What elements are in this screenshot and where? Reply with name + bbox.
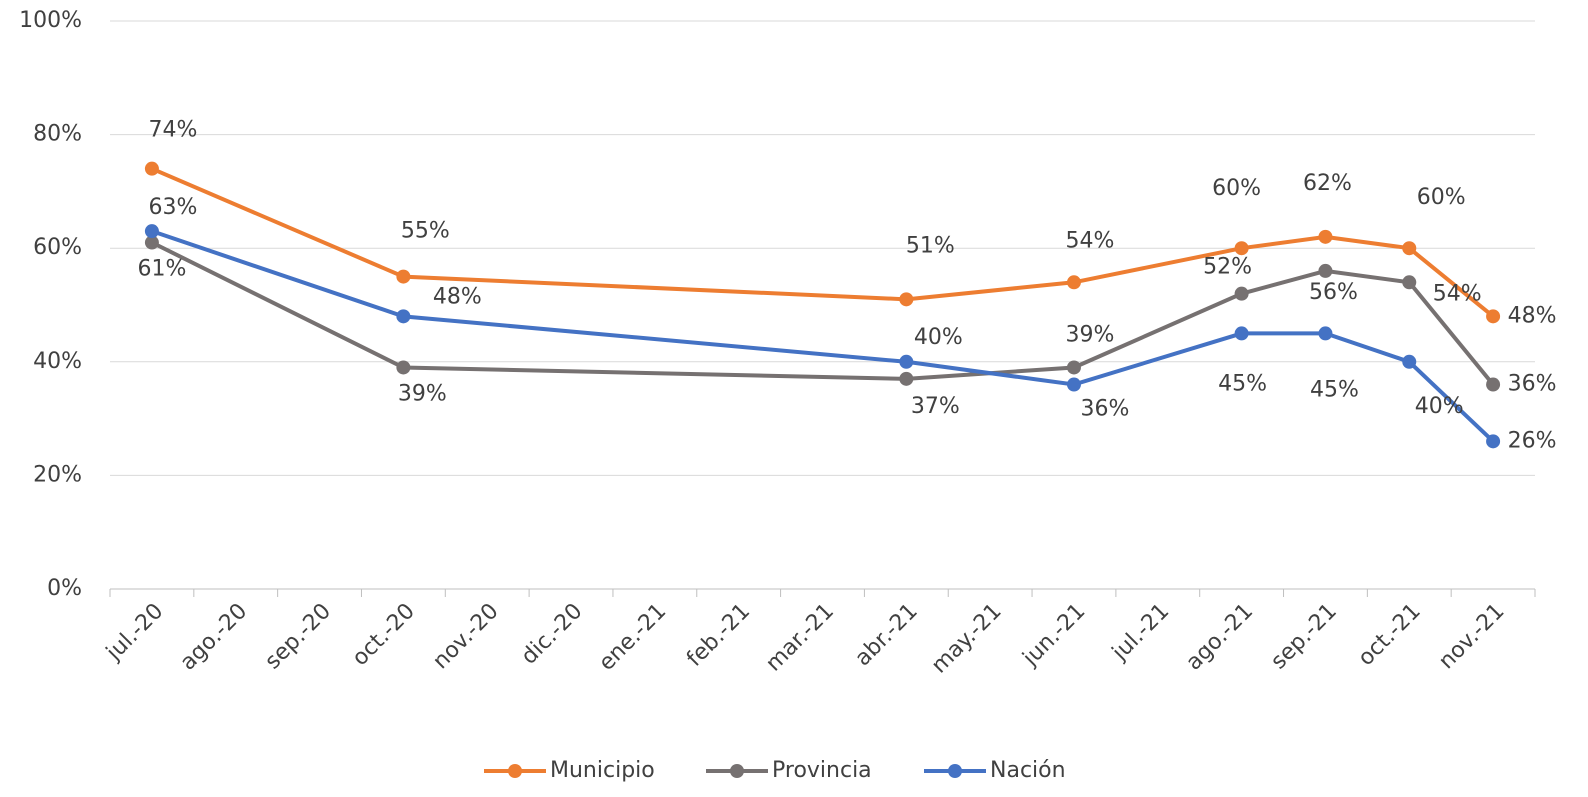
legend-label: Provincia — [772, 758, 872, 783]
y-tick-label: 100% — [19, 8, 82, 33]
data-point — [899, 371, 914, 386]
data-label: 26% — [1508, 428, 1557, 453]
data-label: 48% — [433, 284, 482, 309]
data-label: 36% — [1081, 397, 1130, 422]
data-label: 45% — [1218, 371, 1267, 396]
data-label: 48% — [1508, 303, 1557, 328]
data-label: 74% — [148, 118, 197, 143]
data-point — [1234, 326, 1249, 341]
data-point — [1066, 275, 1081, 290]
x-tick-label: jul.-21 — [1107, 599, 1174, 666]
y-tick-label: 80% — [33, 122, 82, 147]
x-tick-label: ene.-21 — [594, 599, 671, 676]
y-tick-label: 60% — [33, 235, 82, 260]
data-label: 40% — [1415, 394, 1464, 419]
x-tick-label: dic.-20 — [517, 599, 588, 670]
data-label: 52% — [1203, 255, 1252, 280]
legend-marker — [730, 764, 744, 778]
data-point — [1486, 377, 1501, 392]
x-tick-label: oct.-20 — [348, 599, 420, 671]
legend-label: Municipio — [550, 758, 655, 783]
x-tick-label: jun.-21 — [1018, 599, 1091, 672]
x-tick-label: feb.-21 — [682, 599, 755, 672]
data-label: 63% — [148, 195, 197, 220]
data-point — [1402, 241, 1417, 256]
data-point — [1234, 241, 1249, 256]
legend-marker — [508, 764, 522, 778]
data-point — [396, 360, 411, 375]
data-point — [1402, 275, 1417, 290]
legend-marker — [948, 764, 962, 778]
data-point — [144, 161, 159, 176]
data-point — [899, 354, 914, 369]
data-label: 61% — [137, 257, 186, 282]
legend-label: Nación — [990, 758, 1066, 783]
data-point — [144, 224, 159, 239]
data-point — [1402, 354, 1417, 369]
series-line — [151, 229, 1495, 443]
data-label: 37% — [911, 394, 960, 419]
data-label: 55% — [401, 219, 450, 244]
x-tick-label: mar.-21 — [761, 599, 839, 677]
data-point — [1066, 377, 1081, 392]
data-point — [1066, 360, 1081, 375]
x-tick-label: sep.-21 — [1266, 599, 1342, 675]
data-point — [1318, 326, 1333, 341]
data-point — [899, 292, 914, 307]
x-tick-label: ago.-20 — [176, 599, 253, 676]
x-tick-label: nov.-20 — [428, 599, 503, 674]
x-tick-label: abr.-21 — [850, 599, 922, 671]
data-label: 54% — [1066, 228, 1115, 253]
data-point — [1486, 434, 1501, 449]
data-label: 62% — [1303, 171, 1352, 196]
series-line — [151, 166, 1495, 318]
data-label: 51% — [906, 233, 955, 258]
y-tick-label: 0% — [47, 576, 82, 601]
data-label: 54% — [1433, 281, 1482, 306]
data-point — [396, 309, 411, 324]
x-tick-label: may.-21 — [927, 599, 1007, 679]
data-point — [144, 235, 159, 250]
data-label: 60% — [1212, 176, 1261, 201]
x-tick-label: nov.-21 — [1434, 599, 1509, 674]
data-label: 56% — [1309, 280, 1358, 305]
data-label: 40% — [914, 325, 963, 350]
series-line — [151, 240, 1495, 386]
data-label: 39% — [1066, 322, 1115, 347]
data-label: 45% — [1310, 377, 1359, 402]
x-tick-label: jul.-20 — [101, 599, 168, 666]
data-point — [1318, 229, 1333, 244]
data-label: 39% — [398, 381, 447, 406]
x-tick-label: oct.-21 — [1354, 599, 1426, 671]
x-tick-label: sep.-20 — [260, 599, 336, 675]
data-point — [1234, 286, 1249, 301]
data-point — [1486, 309, 1501, 324]
y-tick-label: 40% — [33, 349, 82, 374]
y-tick-label: 20% — [33, 462, 82, 487]
data-label: 60% — [1417, 185, 1466, 210]
data-point — [1318, 263, 1333, 278]
data-label: 36% — [1508, 372, 1557, 397]
data-point — [396, 269, 411, 284]
x-tick-label: ago.-21 — [1181, 599, 1258, 676]
